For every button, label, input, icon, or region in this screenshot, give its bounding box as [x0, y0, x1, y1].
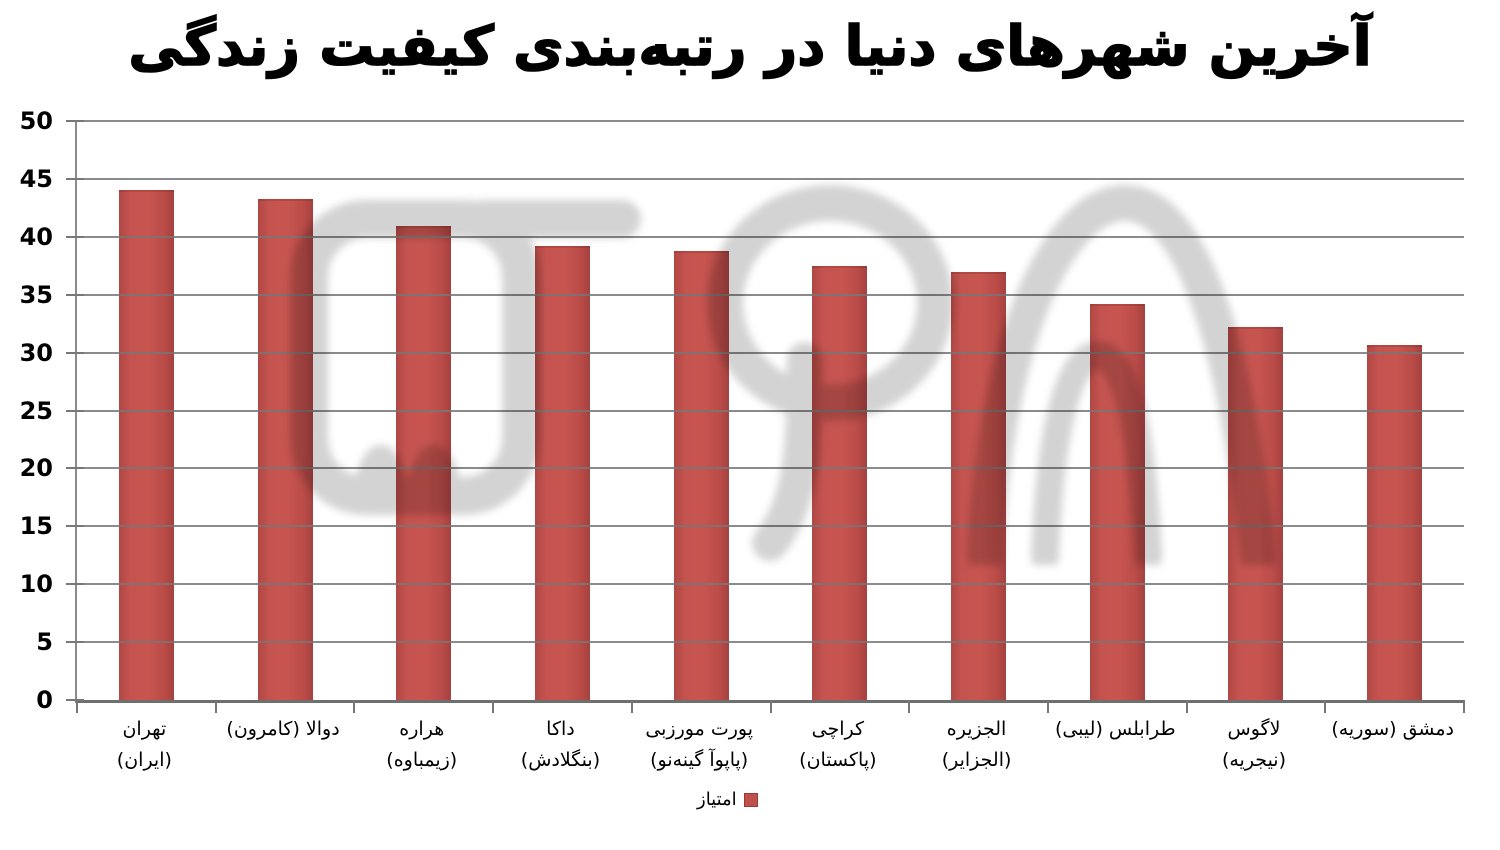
bar-category — [909, 121, 1048, 700]
bar-category — [632, 121, 771, 700]
bar-category — [493, 121, 632, 700]
y-axis-label: 45 — [19, 164, 53, 193]
x-axis-label-line: دمشق (سوریه) — [1331, 718, 1455, 740]
legend-swatch-icon — [743, 793, 758, 807]
bar-category — [216, 121, 355, 700]
x-axis-label-line: (بنگلادش) — [520, 749, 601, 771]
bar — [951, 271, 1007, 700]
x-axis-label: کراچی (پاکستان) — [769, 714, 908, 776]
x-axis-tick — [908, 700, 911, 713]
x-axis-label-line: (پاپوآ گینه‌نو) — [650, 749, 749, 771]
x-axis-tick — [630, 700, 633, 713]
y-axis-label: 30 — [19, 338, 53, 367]
x-axis-label-line: پورت مورزبی — [645, 718, 753, 740]
legend: امتیاز — [697, 791, 758, 809]
y-axis-tick — [66, 409, 84, 412]
bar — [534, 246, 590, 700]
y-axis-label: 35 — [19, 280, 53, 309]
x-axis-label-line: (نیجریه) — [1221, 749, 1287, 771]
chart-title: آخرین شهرهای دنیا در رتبه‌بندی کیفیت زند… — [128, 13, 1373, 79]
plot-area: 0 5 10 15 20 25 30 35 40 45 50 — [20, 109, 1465, 713]
x-axis-label-line: کراچی — [811, 718, 865, 740]
y-axis-label: 0 — [36, 686, 53, 714]
x-axis-tick — [353, 700, 356, 713]
bar-category — [1325, 121, 1464, 700]
x-axis-label: طرابلس (لیبی) — [1046, 714, 1185, 776]
y-axis-label: 10 — [19, 570, 53, 599]
y-axis-tick — [66, 351, 84, 354]
legend-label: امتیاز — [697, 789, 737, 810]
y-axis-tick — [66, 467, 84, 470]
y-axis-tick — [66, 641, 84, 644]
y-axis-label: 20 — [19, 454, 53, 483]
x-axis-label-line: طرابلس (لیبی) — [1054, 718, 1176, 740]
bar — [1228, 327, 1284, 700]
y-axis-tick — [66, 120, 84, 122]
x-axis-tick — [76, 700, 78, 713]
bar-category — [771, 121, 910, 700]
y-axis-tick — [66, 583, 84, 586]
x-axis-label: الجزیره (الجزایر) — [907, 714, 1046, 776]
bars-container — [77, 121, 1464, 700]
x-axis-label-line: داکا — [546, 718, 575, 740]
bar — [396, 226, 452, 700]
x-axis-label-line: (الجزایر) — [941, 749, 1012, 771]
y-axis-label: 40 — [19, 222, 53, 251]
bar-category — [77, 121, 216, 700]
x-axis-labels: تهران (ایران) دوالا (کامرون) هراره (زیمباوه)… — [75, 714, 1462, 776]
x-axis-tick — [214, 700, 217, 713]
bar — [1367, 344, 1423, 700]
bar-category — [1187, 121, 1326, 700]
y-axis-tick — [66, 177, 84, 180]
x-axis-label-line: (زیمباوه) — [386, 749, 458, 771]
y-axis-tick — [66, 525, 84, 528]
bar-category — [354, 121, 493, 700]
x-axis-tick — [769, 700, 772, 713]
x-axis-tick — [1463, 700, 1465, 713]
y-axis-tick — [66, 235, 84, 238]
x-axis-label: داکا (بنگلادش) — [491, 714, 630, 776]
x-axis-label-line: (ایران) — [116, 749, 172, 771]
x-axis-tick — [1324, 700, 1327, 713]
y-axis-tick — [66, 699, 84, 701]
x-axis-label-line: هراره — [399, 718, 445, 740]
x-axis-tick — [1046, 700, 1049, 713]
x-axis-tick — [1185, 700, 1188, 713]
x-axis-label-line: دوالا (کامرون) — [226, 718, 340, 740]
x-axis-label: دوالا (کامرون) — [214, 714, 353, 776]
x-axis-label-line: الجزیره — [946, 718, 1007, 740]
x-axis-label: هراره (زیمباوه) — [352, 714, 491, 776]
y-axis-label: 25 — [19, 396, 53, 425]
x-axis-label: لاگوس (نیجریه) — [1185, 714, 1324, 776]
x-axis-label: پورت مورزبی (پاپوآ گینه‌نو) — [630, 714, 769, 776]
y-axis-label: 50 — [19, 107, 53, 135]
x-axis-label: تهران (ایران) — [75, 714, 214, 776]
bar — [257, 198, 313, 700]
bar — [812, 265, 868, 700]
x-axis-label: دمشق (سوریه) — [1323, 714, 1462, 776]
x-axis-label-line: تهران — [122, 718, 167, 740]
bar — [118, 190, 174, 700]
y-axis-label: 5 — [36, 628, 53, 657]
bar — [1089, 303, 1145, 700]
x-axis-tick — [492, 700, 495, 713]
bar — [673, 250, 729, 700]
y-axis-label: 15 — [19, 512, 53, 541]
y-axis-tick — [66, 293, 84, 296]
x-axis-label-line: لاگوس — [1227, 718, 1281, 740]
bar-category — [1048, 121, 1187, 700]
x-axis-label-line: (پاکستان) — [799, 749, 877, 771]
